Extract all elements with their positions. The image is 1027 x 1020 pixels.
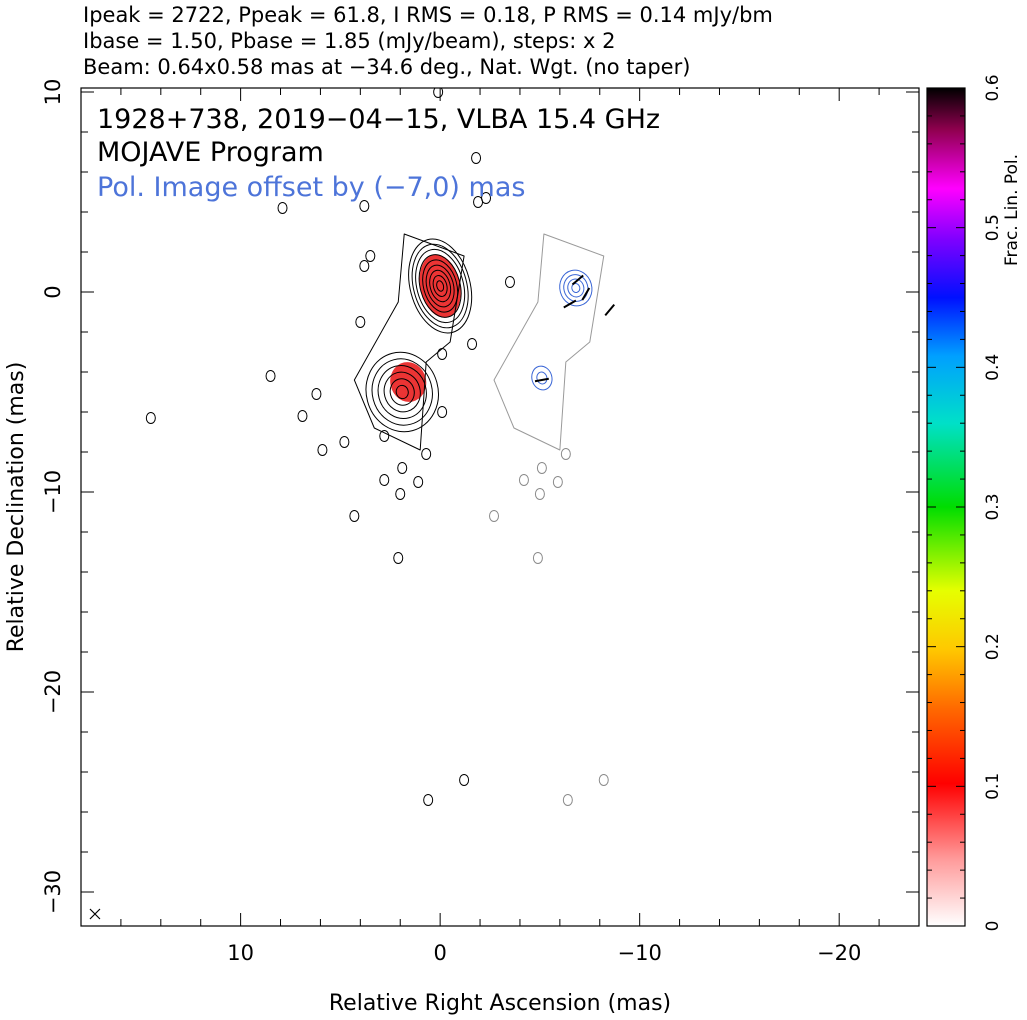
x-tick-label: 0: [433, 941, 446, 965]
pol-offset-island-10: [532, 552, 543, 564]
stokes-i-island-27: [473, 196, 484, 208]
stokes-i-island-16: [317, 444, 328, 456]
evpa-vector-4: [534, 377, 549, 383]
stokes-i-contour-0-level-2: [415, 248, 466, 324]
stokes-i-contour-0-level-3: [418, 254, 462, 318]
pol-contour-0-level-0: [559, 269, 593, 307]
evpa-vector-1: [581, 287, 591, 301]
header-line-2: Ibase = 1.50, Pbase = 1.85 (mJy/beam), s…: [83, 29, 615, 53]
stokes-i-contour-1-level-5: [395, 384, 409, 400]
pol-contour-1-level-0: [531, 365, 553, 391]
stokes-i-island-4: [421, 448, 432, 460]
evpa-vector-3: [604, 303, 616, 317]
stokes-i-contour-1-level-3: [383, 371, 421, 413]
y-tick-label: −10: [41, 470, 65, 514]
x-axis-label: Relative Right Ascension (mas): [329, 991, 671, 1016]
stokes-i-island-23: [359, 200, 370, 212]
x-ticks: 10 0 −10 −20: [80, 88, 920, 965]
stokes-i-contour-0-level-4: [422, 259, 459, 313]
stokes-i-island-15: [467, 338, 478, 350]
colorbar-tick-label: 0.3: [983, 493, 1003, 520]
pol-contour-0-level-1: [563, 274, 589, 302]
evpa-vector-2: [563, 299, 577, 309]
stokes-i-contour-1-level-4: [389, 378, 415, 406]
stokes-i-contour-0-level-0: [408, 238, 473, 334]
stokes-i-contour-1-level-2: [377, 365, 427, 419]
stokes-i-island-10: [393, 552, 404, 564]
pol-offset-island-9: [489, 510, 500, 522]
evpa-vector-0: [571, 274, 584, 286]
x-tick-label: −10: [618, 941, 662, 965]
plot-content: [89, 88, 616, 920]
y-tick-label: 10: [41, 79, 65, 106]
pol-offset-island-4: [560, 448, 571, 460]
stokes-i-island-21: [145, 412, 156, 424]
y-ticks: 10 0 −10 −20 −30: [41, 79, 919, 914]
stokes-i-island-11: [423, 794, 434, 806]
header-line-1: Ipeak = 2722, Ppeak = 61.8, I RMS = 0.18…: [83, 3, 773, 27]
stokes-i-island-17: [339, 436, 350, 448]
pol-contour-0-level-2: [567, 278, 585, 298]
colorbar-tick-label: 0.1: [983, 773, 1003, 800]
pol-offset-island-11: [562, 794, 573, 806]
x-tick-label: −20: [817, 941, 861, 965]
pol-contour-1-level-1: [536, 371, 548, 385]
pol-offset-island-7: [552, 476, 563, 488]
stokes-i-island-22: [471, 152, 482, 164]
source-title: 1928+738, 2019−04−15, VLBA 15.4 GHz: [97, 104, 660, 135]
stokes-i-contour-1-level-0: [365, 351, 439, 433]
y-tick-label: 0: [41, 285, 65, 298]
stokes-i-jet-envelope: [353, 233, 465, 451]
stokes-i-contour-0-level-5: [425, 264, 455, 308]
stokes-i-island-25: [433, 88, 444, 98]
stokes-i-island-5: [397, 462, 408, 474]
stokes-i-island-0: [365, 250, 376, 262]
x-tick-label: 10: [227, 941, 254, 965]
stokes-i-island-20: [265, 370, 276, 382]
stokes-i-contour-0-level-1: [411, 243, 469, 329]
pol-offset-note: Pol. Image offset by (−7,0) mas: [97, 172, 525, 203]
colorbar-tick-label: 0.4: [983, 354, 1003, 381]
stokes-i-island-7: [413, 476, 424, 488]
colorbar-ticks: 0 0.1 0.2 0.3 0.4 0.5 0.6: [927, 74, 1003, 931]
y-tick-label: −20: [41, 670, 65, 714]
stokes-i-contour-0-level-6: [429, 269, 452, 303]
stokes-i-island-19: [297, 410, 308, 422]
stokes-i-island-2: [355, 316, 366, 328]
stokes-i-contour-0-level-8: [436, 280, 445, 292]
stokes-i-island-28: [504, 276, 515, 288]
plot-frame: [80, 87, 920, 927]
colorbar-tick-label: 0: [983, 921, 1003, 932]
colorbar-tick-label: 0.2: [983, 633, 1003, 660]
stokes-i-island-8: [395, 488, 406, 500]
stokes-i-contour-1-level-1: [371, 358, 433, 426]
pol-offset-island-8: [534, 488, 545, 500]
stokes-i-island-12: [459, 774, 470, 786]
stokes-i-island-9: [349, 510, 360, 522]
pol-offset-island-6: [518, 474, 529, 486]
pol-offset-island-12: [598, 774, 609, 786]
pol-total-intensity-outline: [493, 233, 605, 451]
header-line-3: Beam: 0.64x0.58 mas at −34.6 deg., Nat. …: [83, 55, 690, 79]
program-label: MOJAVE Program: [97, 137, 324, 168]
stokes-i-island-3: [379, 430, 390, 442]
colorbar-tick-label: 0.6: [983, 74, 1003, 101]
stokes-i-contour-0-level-7: [432, 275, 448, 297]
y-axis-label: Relative Declination (mas): [4, 362, 29, 653]
colorbar-label: Frac. Lin. Pol.: [1002, 154, 1022, 266]
stokes-i-island-14: [437, 348, 448, 360]
colorbar-tick-label: 0.5: [983, 214, 1003, 241]
stokes-i-island-18: [311, 388, 322, 400]
frac-pol-patch-0: [419, 254, 461, 318]
stokes-i-island-24: [277, 202, 288, 214]
y-tick-label: −30: [41, 870, 65, 914]
beam-marker: [89, 908, 101, 920]
stokes-i-island-13: [437, 406, 448, 418]
stokes-i-island-1: [359, 260, 370, 272]
stokes-i-island-6: [379, 474, 390, 486]
pol-offset-island-5: [536, 462, 547, 474]
